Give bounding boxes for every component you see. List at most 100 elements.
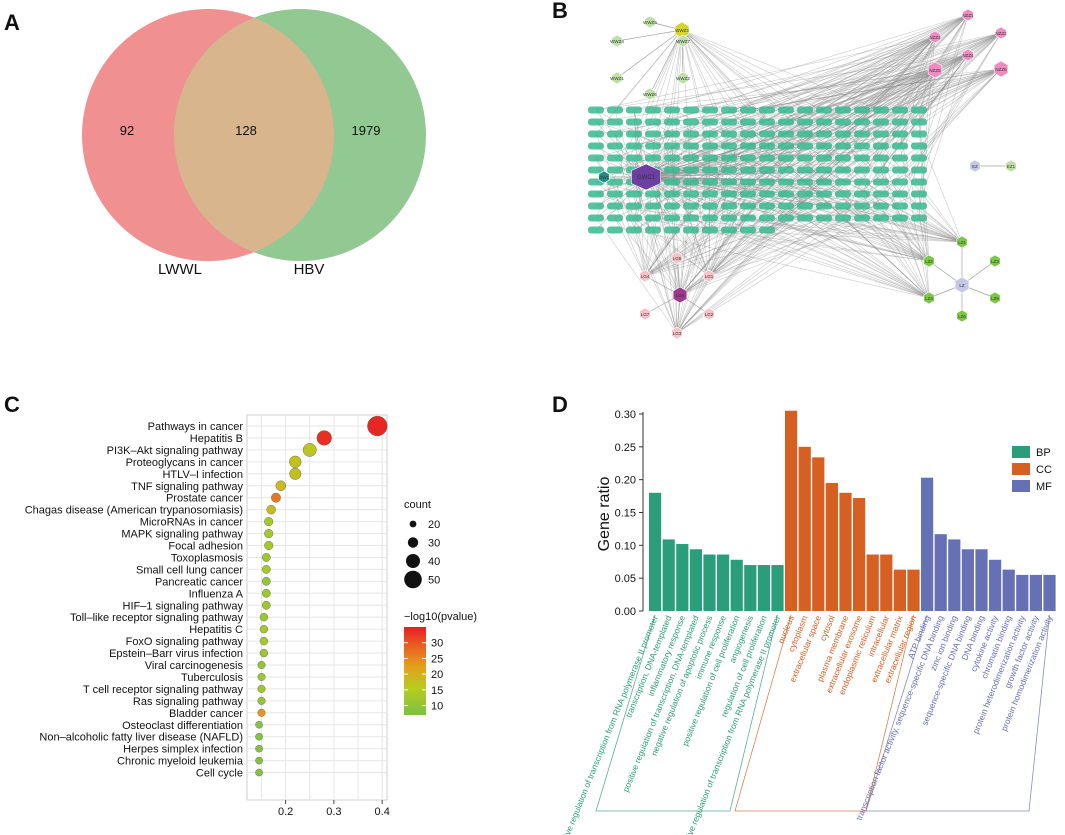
network-node bbox=[703, 307, 715, 321]
network-node-label: WWZ1 bbox=[610, 76, 624, 81]
network-edge bbox=[690, 36, 936, 159]
pvalue-legend-label: 25 bbox=[431, 653, 443, 665]
network-gene-node bbox=[873, 190, 889, 198]
network-edge bbox=[671, 69, 936, 111]
network-gene-node bbox=[854, 154, 870, 162]
network-edge bbox=[633, 193, 681, 296]
bar bbox=[853, 498, 866, 611]
network-node-label: NZZ5 bbox=[929, 68, 941, 73]
network-gene-node bbox=[721, 154, 737, 162]
network-gene-node bbox=[816, 142, 832, 150]
network-node-label: LZ3 bbox=[991, 259, 999, 264]
bubble-point bbox=[257, 696, 266, 705]
network-gene-node bbox=[645, 214, 661, 222]
network-edge bbox=[652, 14, 969, 111]
network-edge bbox=[861, 54, 969, 111]
network-edge bbox=[671, 169, 710, 277]
network-edge bbox=[633, 14, 969, 135]
network-edge bbox=[676, 145, 787, 334]
network-edge bbox=[595, 205, 963, 243]
bar bbox=[649, 492, 662, 611]
network-gene-node bbox=[626, 130, 642, 138]
network-edge bbox=[804, 14, 969, 171]
network-node bbox=[969, 159, 981, 173]
network-gene-node bbox=[664, 142, 680, 150]
network-node bbox=[962, 8, 974, 22]
network-gene-node bbox=[873, 106, 889, 114]
pvalue-legend-label: 20 bbox=[431, 669, 443, 681]
network-node bbox=[639, 269, 651, 283]
network-edge bbox=[823, 36, 936, 159]
network-edge bbox=[709, 36, 936, 135]
pvalue-legend-label: 10 bbox=[431, 701, 443, 713]
bar-y-axis: 0.00 0.05 0.10 0.15 0.20 0.25 0.30 bbox=[615, 409, 644, 618]
bubble-category-label: FoxO signaling pathway bbox=[126, 636, 244, 648]
network-edge bbox=[785, 121, 930, 299]
network-edge bbox=[708, 157, 882, 277]
network-gene-node bbox=[664, 130, 680, 138]
bar bbox=[948, 539, 961, 611]
bubble-x-tick-label: 0.4 bbox=[375, 806, 390, 818]
network-edge bbox=[633, 217, 930, 262]
count-legend-dot bbox=[404, 570, 422, 589]
network-gene-node bbox=[759, 154, 775, 162]
network-edge bbox=[616, 29, 683, 42]
network-edge bbox=[679, 109, 768, 296]
network-gene-node bbox=[797, 106, 813, 114]
network-gene-node bbox=[759, 142, 775, 150]
network-gene-node bbox=[835, 142, 851, 150]
network-node-label: EZ1 bbox=[1007, 164, 1016, 169]
network-edge bbox=[899, 36, 936, 147]
network-gene-node bbox=[911, 178, 927, 186]
bar bbox=[785, 410, 798, 611]
bubble-category-label: Prostate cancer bbox=[166, 493, 243, 505]
network-gene-node bbox=[588, 118, 604, 126]
network-gene-node bbox=[911, 142, 927, 150]
network-edge bbox=[804, 54, 969, 183]
count-legend-dot bbox=[406, 554, 420, 568]
network-gene-node bbox=[645, 226, 661, 234]
network-edge bbox=[681, 29, 730, 135]
network-edge bbox=[708, 181, 730, 277]
bubble-point bbox=[255, 756, 263, 765]
network-gene-node bbox=[835, 130, 851, 138]
network-gene-node bbox=[816, 214, 832, 222]
bar bbox=[934, 534, 947, 611]
bar-group-brackets bbox=[595, 614, 1050, 812]
network-node bbox=[677, 71, 689, 85]
bubble-point bbox=[289, 467, 302, 480]
network-node bbox=[989, 291, 1001, 305]
network-edge bbox=[652, 109, 710, 277]
network-gene-node bbox=[797, 130, 813, 138]
network-edge bbox=[671, 29, 683, 207]
network-edge bbox=[842, 217, 930, 299]
bar-legend-swatch bbox=[1012, 480, 1030, 492]
network-gene-node bbox=[835, 178, 851, 186]
network-gene-node bbox=[721, 202, 737, 210]
network-gene-node bbox=[892, 178, 908, 186]
network-gene-node bbox=[607, 106, 623, 114]
bar bbox=[717, 554, 730, 611]
network-gene-node bbox=[873, 214, 889, 222]
network-gene-node bbox=[664, 106, 680, 114]
network-gene-node bbox=[702, 202, 718, 210]
bar bbox=[839, 492, 852, 611]
network-edge bbox=[918, 68, 1002, 147]
bar bbox=[1002, 569, 1015, 611]
network-gene-node bbox=[607, 202, 623, 210]
network-edge bbox=[708, 169, 806, 277]
network-edge bbox=[747, 68, 1002, 111]
network-node-label: EZ bbox=[972, 164, 978, 169]
bar bbox=[1043, 574, 1056, 611]
panel-label-c: C bbox=[4, 392, 20, 417]
network-gene-node bbox=[911, 166, 927, 174]
network-edge bbox=[861, 193, 930, 299]
network-node bbox=[962, 48, 974, 62]
network-gene-node bbox=[683, 190, 699, 198]
network-edge bbox=[679, 157, 730, 296]
network-gene-node bbox=[778, 118, 794, 126]
network-edge bbox=[766, 36, 936, 147]
network-gene-node bbox=[778, 190, 794, 198]
network-edge bbox=[671, 32, 1002, 147]
